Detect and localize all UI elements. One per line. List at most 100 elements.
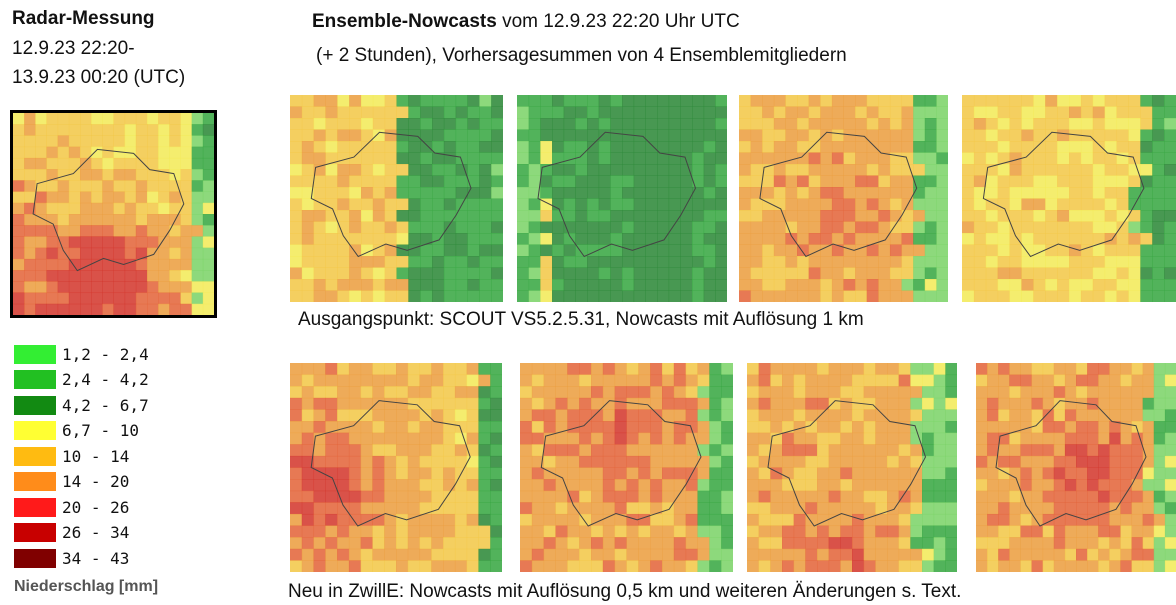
map-cell: [302, 502, 314, 514]
map-cell: [1045, 291, 1057, 303]
map-cell: [337, 363, 349, 375]
map-cell: [443, 502, 455, 514]
map-cell: [878, 176, 890, 188]
map-cell: [114, 135, 126, 147]
map-cell: [832, 268, 844, 280]
map-cell: [80, 192, 92, 204]
map-cell: [337, 456, 349, 468]
map-cell: [490, 421, 502, 433]
map-cell: [840, 526, 852, 538]
map-cell: [709, 421, 721, 433]
map-cell: [579, 479, 591, 491]
map-cell: [782, 375, 794, 387]
map-cell: [114, 248, 126, 260]
map-cell: [337, 268, 349, 280]
map-cell: [444, 256, 456, 268]
map-cell: [986, 187, 998, 199]
map-cell: [432, 210, 444, 222]
map-cell: [302, 514, 314, 526]
map-cell: [945, 514, 957, 526]
map-cell: [1020, 560, 1032, 572]
map-cell: [715, 279, 727, 291]
map-cell: [1081, 118, 1093, 130]
map-cell: [785, 107, 797, 119]
map-cell: [925, 268, 937, 280]
map-cell: [899, 386, 911, 398]
map-cell: [610, 107, 622, 119]
map-cell: [455, 491, 467, 503]
map-cell: [962, 176, 974, 188]
map-cell: [408, 560, 420, 572]
map-cell: [715, 245, 727, 257]
map-cell: [686, 444, 698, 456]
map-cell: [680, 141, 692, 153]
map-cell: [532, 468, 544, 480]
map-cell: [169, 113, 181, 125]
map-cell: [875, 375, 887, 387]
map-cell: [575, 118, 587, 130]
map-cell: [1043, 549, 1055, 561]
map-cell: [875, 514, 887, 526]
map-cell: [1120, 409, 1132, 421]
map-cell: [540, 141, 552, 153]
map-cell: [490, 409, 502, 421]
map-cell: [627, 409, 639, 421]
legend-label: 6,7 - 10: [62, 421, 139, 440]
map-cell: [337, 164, 349, 176]
map-cell: [290, 95, 302, 107]
map-cell: [47, 236, 59, 248]
map-cell: [1143, 468, 1155, 480]
map-cell: [867, 256, 879, 268]
map-cell: [1132, 526, 1144, 538]
map-cell: [1009, 398, 1021, 410]
map-cell: [517, 95, 529, 107]
map-cell: [1128, 279, 1140, 291]
map-cell: [408, 279, 420, 291]
map-cell: [125, 135, 137, 147]
map-cell: [102, 158, 114, 170]
map-cell: [575, 164, 587, 176]
map-cell: [517, 222, 529, 234]
map-cell: [1045, 176, 1057, 188]
map-cell: [384, 433, 396, 445]
map-cell: [922, 468, 934, 480]
map-cell: [704, 279, 716, 291]
map-cell: [544, 479, 556, 491]
map-cell: [564, 164, 576, 176]
map-cell: [976, 456, 988, 468]
map-cell: [384, 444, 396, 456]
map-cell: [420, 502, 432, 514]
map-cell: [396, 479, 408, 491]
map-cell: [314, 363, 326, 375]
map-cell: [478, 421, 490, 433]
map-cell: [491, 245, 503, 257]
map-cell: [922, 514, 934, 526]
map-cell: [698, 491, 710, 503]
map-cell: [945, 398, 957, 410]
map-cell: [490, 560, 502, 572]
map-cell: [887, 456, 899, 468]
map-cell: [479, 130, 491, 142]
map-cell: [169, 147, 181, 159]
map-cell: [852, 444, 864, 456]
map-cell: [587, 256, 599, 268]
map-cell: [820, 95, 832, 107]
map-cell: [785, 118, 797, 130]
map-cell: [361, 526, 373, 538]
map-cell: [610, 118, 622, 130]
map-cell: [887, 537, 899, 549]
map-cell: [669, 256, 681, 268]
map-cell: [147, 236, 159, 248]
map-cell: [1087, 468, 1099, 480]
map-cell: [829, 456, 841, 468]
map-cell: [817, 375, 829, 387]
map-cell: [1143, 514, 1155, 526]
map-cell: [125, 113, 137, 125]
map-cell: [751, 199, 763, 211]
map-cell: [408, 363, 420, 375]
map-cell: [998, 245, 1010, 257]
nowcast-map: [517, 95, 727, 302]
map-cell: [751, 95, 763, 107]
map-cell: [817, 421, 829, 433]
map-cell: [147, 293, 159, 305]
